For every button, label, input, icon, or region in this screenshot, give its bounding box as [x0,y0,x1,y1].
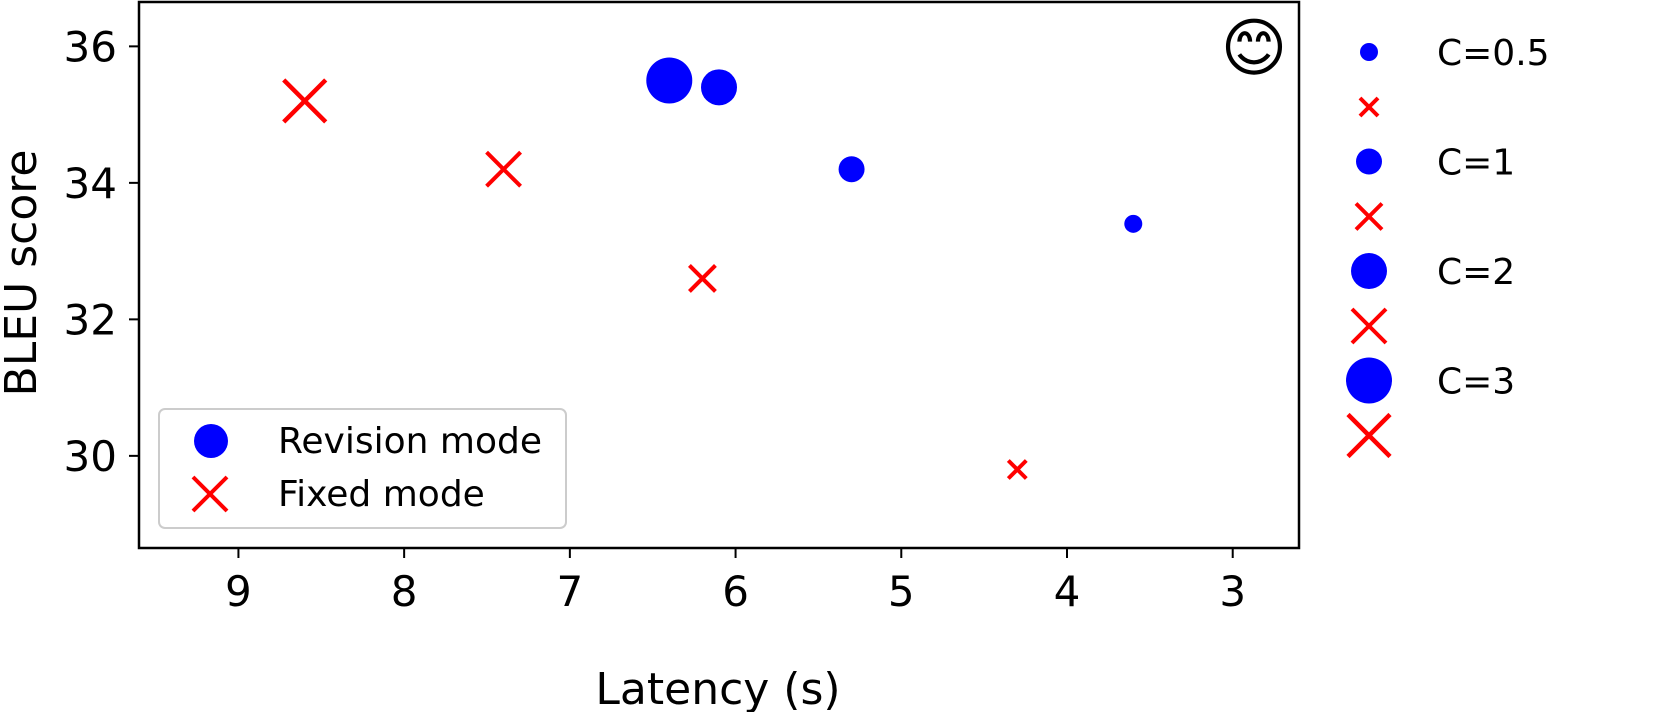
legend-size-cross [1346,412,1392,459]
revision-point [1124,214,1143,233]
legend-mode-box [158,408,567,529]
legend-size-circle [1351,253,1387,289]
plot-frame [137,0,1301,550]
x-tick-label: 8 [391,567,418,616]
fixed-point [1006,459,1028,480]
legend-mode: Revision mode Fixed mode [158,408,567,529]
legend-size-label: C=3 [1437,362,1515,403]
data-markers [282,57,1143,480]
legend-mode-fixed-label: Fixed mode [278,474,485,515]
legend-size-circle [1356,148,1382,175]
x-tick-label: 9 [225,567,252,616]
legend-size-label: C=1 [1437,143,1515,184]
y-axis-label: BLEU score [0,150,47,397]
legend-mode-revision-label: Revision mode [278,421,542,462]
x-tick-label: 6 [722,567,749,616]
y-tick-label: 30 [64,432,117,481]
fixed-point [485,150,522,188]
revision-point [701,69,737,106]
revision-point [646,57,693,104]
y-tick-label: 34 [64,159,117,208]
legend-size-label: C=2 [1437,252,1515,293]
x-tick-label: 3 [1219,567,1246,616]
legend-size-cross [1358,96,1380,118]
legend-mode-revision-marker [194,424,228,458]
legend-size-cross [1350,307,1388,345]
y-tick-label: 32 [64,295,117,344]
legend-size: C=0.5 C=1 C=2 C=3 [1346,33,1550,459]
legend-mode-fixed-marker [191,475,229,513]
revision-point [838,156,865,183]
y-tick-label: 36 [64,22,117,71]
legend-size-circle [1360,43,1378,61]
plot-area [137,0,1301,550]
x-tick-label: 7 [556,567,583,616]
axis-ticks: 9 8 7 6 5 4 3 30 32 34 36 [64,22,1247,616]
smiley-face-icon: 😊 [1221,12,1288,86]
legend-size-label: C=0.5 [1437,33,1550,74]
legend-size-cross [1354,202,1384,231]
fixed-point [282,78,328,124]
x-tick-label: 5 [888,567,915,616]
fixed-point [688,263,717,293]
legend-size-circle [1346,357,1392,404]
x-axis-label: Latency (s) [595,664,840,712]
x-tick-label: 4 [1054,567,1081,616]
